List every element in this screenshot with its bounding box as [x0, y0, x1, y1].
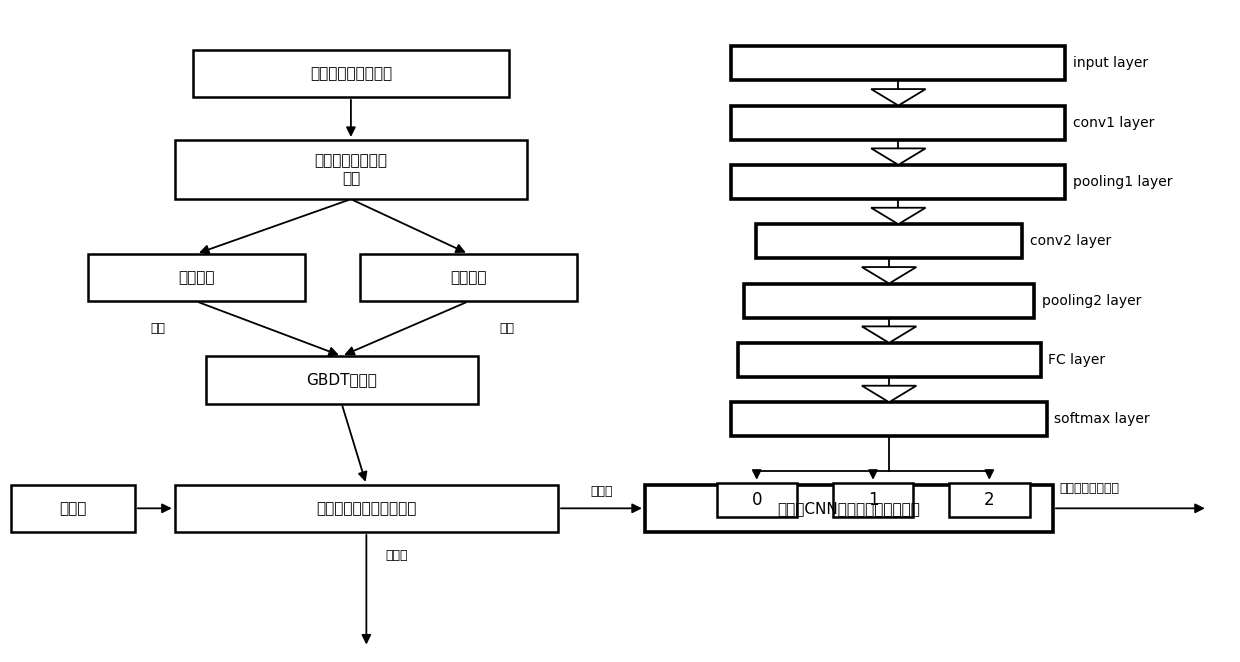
FancyBboxPatch shape — [732, 105, 1065, 140]
Text: 训练样本: 训练样本 — [179, 270, 215, 285]
Text: 特征提取及数据预
处理: 特征提取及数据预 处理 — [315, 154, 387, 185]
FancyBboxPatch shape — [738, 343, 1040, 377]
FancyBboxPatch shape — [645, 485, 1053, 532]
Text: softmax layer: softmax layer — [1054, 412, 1149, 426]
Text: GBDT分类器: GBDT分类器 — [306, 372, 377, 387]
Text: 0: 0 — [751, 491, 761, 509]
Polygon shape — [872, 89, 925, 105]
Text: 测试样本: 测试样本 — [450, 270, 486, 285]
Polygon shape — [862, 267, 916, 283]
FancyBboxPatch shape — [88, 254, 305, 301]
Text: 测试: 测试 — [500, 322, 515, 335]
Polygon shape — [872, 208, 925, 224]
FancyBboxPatch shape — [732, 46, 1065, 81]
Text: 诊断设备存在故障的位置: 诊断设备存在故障的位置 — [316, 501, 417, 516]
Text: pooling2 layer: pooling2 layer — [1042, 294, 1141, 308]
Text: 新数据: 新数据 — [60, 501, 87, 516]
Text: pooling1 layer: pooling1 layer — [1073, 175, 1172, 189]
FancyBboxPatch shape — [360, 254, 577, 301]
Polygon shape — [862, 386, 916, 402]
Text: 传感器采集原始数据: 传感器采集原始数据 — [310, 66, 392, 81]
FancyBboxPatch shape — [175, 485, 558, 532]
FancyBboxPatch shape — [732, 165, 1065, 199]
FancyBboxPatch shape — [833, 483, 913, 517]
FancyBboxPatch shape — [175, 140, 527, 199]
Polygon shape — [872, 148, 925, 165]
Text: 无故障: 无故障 — [384, 549, 408, 561]
Text: conv2 layer: conv2 layer — [1029, 234, 1111, 248]
FancyBboxPatch shape — [717, 483, 797, 517]
FancyBboxPatch shape — [732, 402, 1047, 436]
Polygon shape — [862, 326, 916, 343]
Text: 得到最终诊断结果: 得到最终诊断结果 — [1059, 482, 1120, 495]
Text: 有故障: 有故障 — [590, 485, 613, 498]
Text: 训练: 训练 — [150, 322, 165, 335]
Text: FC layer: FC layer — [1048, 353, 1105, 367]
FancyBboxPatch shape — [11, 485, 135, 532]
Text: 2: 2 — [985, 491, 994, 509]
FancyBboxPatch shape — [206, 356, 477, 404]
FancyBboxPatch shape — [744, 283, 1034, 318]
Text: 1: 1 — [868, 491, 878, 509]
Text: 第二步CNN模型诊断故障成程度: 第二步CNN模型诊断故障成程度 — [777, 501, 920, 516]
FancyBboxPatch shape — [193, 50, 508, 97]
FancyBboxPatch shape — [756, 224, 1022, 258]
Text: input layer: input layer — [1073, 56, 1148, 70]
FancyBboxPatch shape — [949, 483, 1029, 517]
Text: conv1 layer: conv1 layer — [1073, 116, 1154, 130]
